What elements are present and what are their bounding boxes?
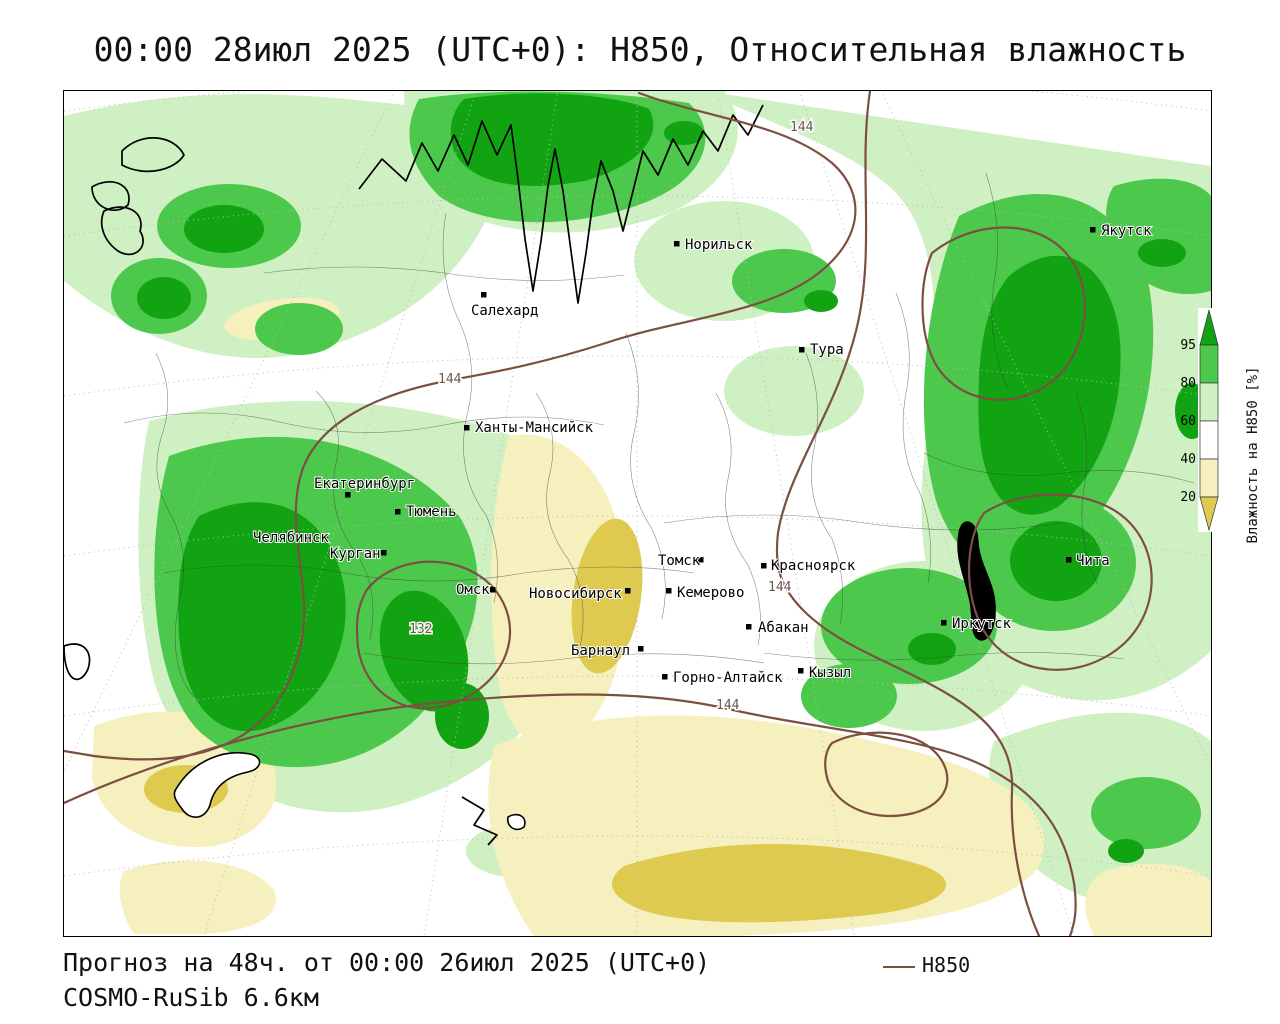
city-dot bbox=[666, 588, 672, 594]
city-marker: Якутск bbox=[1090, 222, 1153, 240]
city-label: Красноярск bbox=[771, 558, 856, 574]
city-dot bbox=[381, 550, 387, 556]
model-info-line: COSMO-RuSib 6.6км bbox=[63, 983, 319, 1012]
admin-borders-layer bbox=[123, 172, 1195, 698]
city-dot bbox=[481, 292, 487, 298]
city-marker: Иркутск bbox=[941, 615, 1013, 633]
weather-map-frame: 144 144 144 132 144 Норильск Якутск Салехард Ту… bbox=[63, 90, 1212, 937]
colorbar-ticks: 95 80 60 40 20 bbox=[1180, 338, 1196, 505]
city-label: Тура bbox=[810, 342, 844, 358]
colorbar-segment-40-60 bbox=[1199, 420, 1219, 460]
city-label: Салехард bbox=[471, 303, 538, 319]
city-marker: Барнаул bbox=[570, 642, 644, 660]
forecast-info-line: Прогноз на 48ч. от 00:00 26июл 2025 (UTC… bbox=[63, 948, 711, 977]
colorbar-segment-60-80 bbox=[1199, 382, 1219, 422]
h850-contour-layer bbox=[64, 91, 1153, 936]
colorbar-segment-below-20 bbox=[1199, 496, 1219, 532]
city-label: Екатеринбург bbox=[314, 476, 415, 492]
city-dot bbox=[798, 668, 804, 674]
contour-label: 144 bbox=[790, 120, 814, 135]
h850-legend-line-swatch bbox=[883, 965, 915, 968]
colorbar-segment-20-40 bbox=[1199, 458, 1219, 498]
city-dot bbox=[799, 347, 805, 353]
city-marker: Кемерово bbox=[666, 584, 745, 602]
city-dot bbox=[464, 425, 470, 431]
colorbar: 95 80 60 40 20 bbox=[1180, 308, 1220, 532]
city-marker: Кызыл bbox=[798, 664, 852, 682]
page-title: 00:00 28июл 2025 (UTC+0): H850, Относите… bbox=[93, 30, 1187, 69]
humidity-dark-green-layer bbox=[137, 93, 1209, 863]
city-dot bbox=[761, 563, 767, 569]
city-label: Чита bbox=[1076, 553, 1110, 569]
city-label: Тюмень bbox=[406, 504, 457, 520]
city-label: Кемерово bbox=[677, 585, 744, 601]
colorbar-tick: 40 bbox=[1180, 452, 1196, 467]
city-label: Барнаул bbox=[571, 643, 630, 659]
h850-legend-label: H850 bbox=[922, 953, 971, 977]
city-label: Иркутск bbox=[952, 616, 1012, 632]
city-marker: Красноярск bbox=[761, 557, 857, 575]
city-dot bbox=[1066, 557, 1072, 563]
cities-layer: Норильск Якутск Салехард Тура Ханты-Мансийск… bbox=[252, 222, 1153, 687]
city-marker: Новосибирск bbox=[528, 585, 631, 603]
contour-label: 144 bbox=[438, 372, 462, 387]
city-marker: Курган bbox=[329, 545, 387, 563]
city-dot bbox=[625, 588, 631, 594]
city-marker: Горно-Алтайск bbox=[662, 669, 784, 687]
city-dot bbox=[345, 492, 351, 498]
h850-legend: H850 bbox=[883, 953, 970, 977]
city-marker: Тура bbox=[799, 341, 845, 359]
city-label: Якутск bbox=[1101, 223, 1152, 239]
city-marker: Салехард bbox=[470, 292, 539, 320]
contour-label: 132 bbox=[409, 622, 432, 637]
city-dot bbox=[638, 646, 644, 652]
colorbar-tick: 80 bbox=[1180, 376, 1196, 391]
city-marker: Норильск bbox=[674, 236, 754, 254]
graticule-layer bbox=[64, 91, 1211, 936]
colorbar-segment-80-95 bbox=[1199, 344, 1219, 384]
lake-baikal bbox=[957, 521, 996, 641]
city-marker: Тюмень bbox=[395, 503, 458, 521]
city-marker: Чита bbox=[1066, 552, 1111, 570]
city-dot bbox=[698, 557, 704, 563]
city-label: Норильск bbox=[685, 237, 753, 253]
city-marker: Томск bbox=[657, 552, 704, 570]
colorbar-axis-label: Влажность на H850 [%] bbox=[1245, 366, 1261, 544]
colorbar-tick: 20 bbox=[1180, 490, 1196, 505]
contour-label: 144 bbox=[768, 580, 792, 595]
city-marker: Челябинск bbox=[252, 529, 330, 547]
coastline-layer bbox=[64, 104, 996, 846]
city-label: Абакан bbox=[758, 620, 809, 636]
city-label: Новосибирск bbox=[529, 586, 622, 602]
city-label: Омск bbox=[456, 582, 490, 598]
city-label: Ханты-Мансийск bbox=[475, 420, 594, 436]
city-dot bbox=[322, 535, 328, 541]
city-marker: Ханты-Мансийск bbox=[464, 419, 595, 437]
city-dot bbox=[746, 624, 752, 630]
city-label: Курган bbox=[330, 546, 381, 562]
contour-label: 144 bbox=[716, 698, 740, 713]
city-dot bbox=[941, 620, 947, 626]
city-dot bbox=[395, 509, 401, 515]
city-label: Челябинск bbox=[253, 530, 329, 546]
city-dot bbox=[662, 674, 668, 680]
city-marker: Абакан bbox=[746, 619, 810, 637]
contour-labels-layer: 144 144 144 132 144 bbox=[408, 119, 816, 715]
colorbar-tick: 95 bbox=[1180, 338, 1196, 353]
city-label: Горно-Алтайск bbox=[673, 670, 783, 686]
city-label: Кызыл bbox=[809, 665, 851, 681]
city-dot bbox=[490, 587, 496, 593]
city-label: Томск bbox=[658, 553, 701, 569]
weather-map: 144 144 144 132 144 Норильск Якутск Салехард Ту… bbox=[64, 91, 1211, 936]
city-dot bbox=[1090, 227, 1096, 233]
city-marker: Екатеринбург bbox=[313, 475, 416, 498]
colorbar-tick: 60 bbox=[1180, 414, 1196, 429]
city-dot bbox=[674, 241, 680, 247]
city-marker: Омск bbox=[455, 581, 496, 599]
